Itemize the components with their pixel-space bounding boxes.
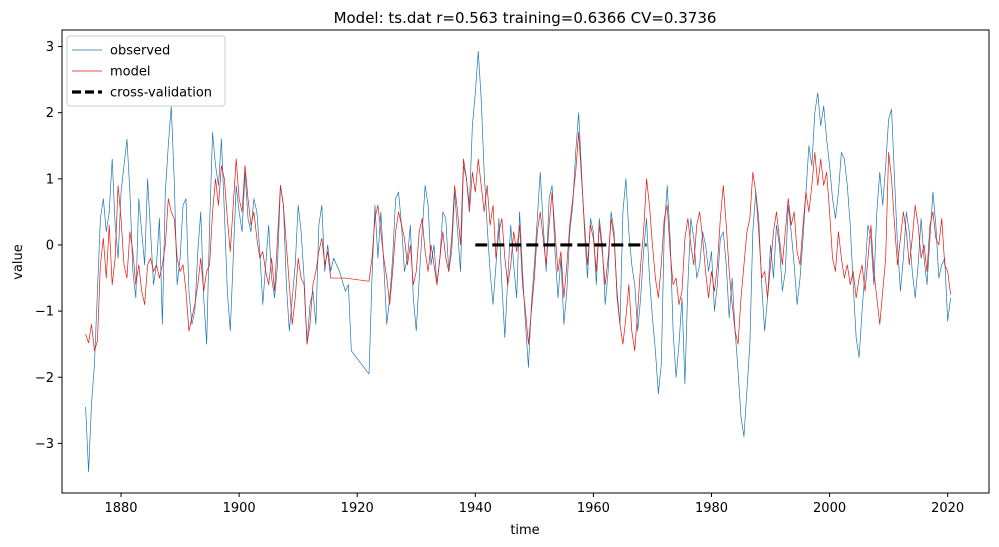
x-tick-label: 2020 — [931, 501, 964, 516]
legend: observed model cross-validation — [66, 35, 226, 107]
legend-label: observed — [110, 44, 170, 59]
legend-label: cross-validation — [110, 86, 212, 101]
y-axis: −3 −2 −1 0 1 2 3 — [35, 40, 62, 452]
y-tick-label: −2 — [35, 371, 54, 386]
y-tick-label: 0 — [46, 238, 54, 253]
y-tick-label: 1 — [46, 172, 54, 187]
x-tick-label: 1900 — [223, 501, 256, 516]
x-tick-label: 1880 — [104, 501, 137, 516]
y-tick-label: −1 — [35, 305, 54, 320]
series-line-observed — [85, 50, 951, 473]
y-axis-label: value — [11, 244, 26, 280]
y-tick-label: −3 — [35, 437, 54, 452]
series-line-model — [85, 132, 951, 352]
x-tick-label: 1980 — [695, 501, 728, 516]
y-tick-label: 2 — [46, 106, 54, 121]
x-axis: 1880 1900 1920 1940 1960 1980 2000 2020 — [104, 493, 964, 516]
series-layer — [85, 50, 951, 473]
y-tick-label: 3 — [46, 40, 54, 55]
x-tick-label: 1960 — [577, 501, 610, 516]
x-axis-label: time — [510, 523, 539, 538]
x-tick-label: 1940 — [459, 501, 492, 516]
chart-title: Model: ts.dat r=0.563 training=0.6366 CV… — [334, 9, 717, 27]
legend-box — [66, 35, 226, 107]
plot-frame — [61, 29, 990, 494]
legend-label: model — [110, 65, 150, 80]
x-tick-label: 2000 — [813, 501, 846, 516]
plot-area: 1880 1900 1920 1940 1960 1980 2000 2020 −3 −2 −1 0… — [35, 29, 990, 516]
x-tick-label: 1920 — [341, 501, 374, 516]
